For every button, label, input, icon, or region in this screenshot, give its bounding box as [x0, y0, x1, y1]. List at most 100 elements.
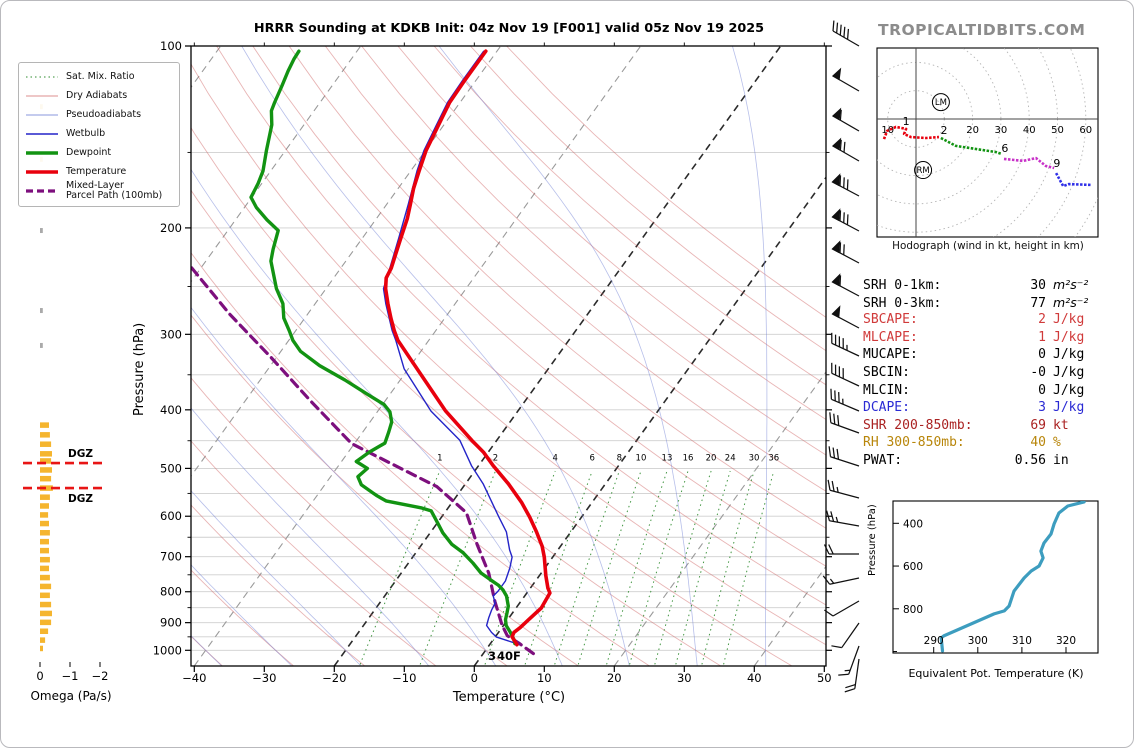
- legend-item: Dewpoint: [25, 143, 173, 162]
- stat-row: SBCIN: -0 J/kg: [863, 365, 1113, 383]
- legend-label: Dewpoint: [66, 146, 112, 158]
- temperature-tick-label: 10: [537, 671, 552, 685]
- temperature-tick-label: 50: [817, 671, 832, 685]
- stats-panel: SRH 0-1km: 30 m²s⁻² SRH 0-3km: 77 m²s⁻² SBCAPE…: [863, 277, 1113, 471]
- mix-ratio-label: 10: [636, 454, 647, 464]
- stat-unit: J/kg: [1053, 400, 1085, 416]
- legend-swatch-temperature: [25, 162, 59, 181]
- dgz-label: DGZ: [68, 448, 93, 460]
- thetae-temp-tick: 290: [924, 635, 944, 647]
- mix-ratio-label: 8: [617, 454, 622, 464]
- pressure-tick-label: 900: [160, 616, 182, 630]
- legend-label: Dry Adiabats: [66, 89, 128, 101]
- legend-swatch-moist: [25, 105, 59, 124]
- legend-item: Sat. Mix. Ratio: [25, 67, 173, 86]
- hodo-ring-label: 50: [1051, 125, 1064, 136]
- stat-row: SRH 0-3km: 77 m²s⁻²: [863, 295, 1113, 313]
- legend-item: Mixed-Layer Parcel Path (100mb): [25, 181, 173, 201]
- stat-unit: in: [1053, 452, 1069, 468]
- thetae-temp-tick: 310: [1012, 635, 1032, 647]
- mix-ratio-label: 30: [749, 454, 760, 464]
- legend-item: Pseudoadiabats: [25, 105, 173, 124]
- hodograph-trace-blue: [1054, 172, 1091, 188]
- stat-label: SBCAPE:: [863, 312, 918, 328]
- thetae-pressure-tick: 600: [903, 561, 923, 573]
- omega-tick-label: −2: [92, 669, 109, 683]
- stat-label: MUCAPE:: [863, 347, 918, 363]
- stat-value: 2: [1038, 312, 1046, 328]
- stat-label: SHR 200-850mb:: [863, 417, 973, 433]
- hodograph-trace-magenta: [1003, 156, 1055, 170]
- stat-unit: %: [1053, 435, 1061, 451]
- mix-ratio-label: 24: [725, 454, 736, 464]
- omega-axis-title: Omega (Pa/s): [30, 689, 112, 703]
- pressure-tick-label: 700: [160, 550, 182, 564]
- pressure-axis-title: Pressure (hPa): [132, 322, 147, 416]
- legend-swatch-parcel: [25, 181, 59, 200]
- stat-row: RH 300-850mb: 40%: [863, 435, 1113, 453]
- pressure-tick-label: 600: [160, 509, 182, 523]
- mix-ratio-label: 20: [706, 454, 717, 464]
- stat-unit: m²s⁻²: [1053, 277, 1089, 292]
- hodo-ring-label: 40: [1023, 125, 1036, 136]
- temperature-tick-label: 0: [471, 671, 478, 685]
- stat-row: MUCAPE: 0 J/kg: [863, 347, 1113, 365]
- hodo-ring-label: 20: [966, 125, 979, 136]
- temperature-tick-label: 20: [607, 671, 622, 685]
- mix-ratio-label: 2: [493, 454, 498, 464]
- stat-value: 0: [1038, 347, 1046, 363]
- hodo-height-label: 1: [903, 115, 910, 128]
- pressure-tick-label: 1000: [153, 643, 182, 657]
- pressure-tick-label: 200: [160, 221, 182, 235]
- stat-unit: J/kg: [1053, 382, 1085, 398]
- legend-swatch-mixratio: [25, 67, 59, 86]
- hodograph-trace-red: [882, 125, 939, 140]
- thetae-pressure-tick: 800: [903, 604, 923, 616]
- mix-ratio-label: 13: [662, 454, 673, 464]
- temperature-tick-label: −40: [182, 671, 206, 685]
- mix-ratio-label: 1: [437, 454, 442, 464]
- stat-label: DCAPE:: [863, 400, 910, 416]
- surface-temperature-label: 40F: [497, 649, 521, 663]
- thetae-pressure-tick: 400: [903, 518, 923, 530]
- temperature-curve: [383, 49, 552, 647]
- stat-label: SRH 0-1km:: [863, 278, 942, 293]
- thetae-axis-title: Equivalent Pot. Temperature (K): [908, 667, 1084, 680]
- legend-item: Dry Adiabats: [25, 86, 173, 105]
- stat-value: 40: [1030, 435, 1046, 451]
- mix-ratio-label: 4: [553, 454, 558, 464]
- legend-swatch-wetbulb: [25, 124, 59, 143]
- hodograph-caption: Hodograph (wind in kt, height in km): [892, 240, 1084, 252]
- temperature-tick-label: 30: [677, 671, 692, 685]
- pressure-tick-label: 300: [160, 327, 182, 341]
- dewpoint-curve: [249, 49, 517, 646]
- temperature-tick-label: 40: [747, 671, 762, 685]
- thetae-curve: [939, 501, 1086, 653]
- wind-barb-column: [822, 20, 860, 693]
- pressure-tick-label: 400: [160, 403, 182, 417]
- hodo-height-label: 2: [941, 124, 948, 137]
- stat-row: SBCAPE: 2 J/kg: [863, 312, 1113, 330]
- stat-label: MLCIN:: [863, 382, 910, 398]
- stat-value: 0: [1038, 382, 1046, 398]
- stat-value: 77: [1030, 295, 1046, 311]
- thetae-panel: 400 600 800 290 300 310 320: [892, 500, 1099, 654]
- stat-label: SBCIN:: [863, 364, 910, 380]
- hodo-marker-rm: RM: [916, 166, 929, 176]
- omega-tick-label: 0: [36, 669, 43, 683]
- dgz-label: DGZ: [68, 493, 93, 505]
- omega-tick-label: −1: [62, 669, 79, 683]
- stat-value: 0.56: [1014, 452, 1046, 468]
- legend-item: Wetbulb: [25, 124, 173, 143]
- watermark: TROPICALTIDBITS.COM: [878, 21, 1086, 39]
- stat-unit: J/kg: [1053, 347, 1085, 363]
- legend-swatch-dewpoint: [25, 143, 59, 162]
- parcel-path-curve: [191, 266, 539, 658]
- temperature-tick-label: −30: [252, 671, 276, 685]
- legend-item: Temperature: [25, 162, 173, 181]
- stat-value: 1: [1038, 329, 1046, 345]
- pressure-tick-label: 500: [160, 461, 182, 475]
- skewt-plot-area: 1 2 4 6 8 10 13 16 20 24 30 36: [191, 46, 826, 666]
